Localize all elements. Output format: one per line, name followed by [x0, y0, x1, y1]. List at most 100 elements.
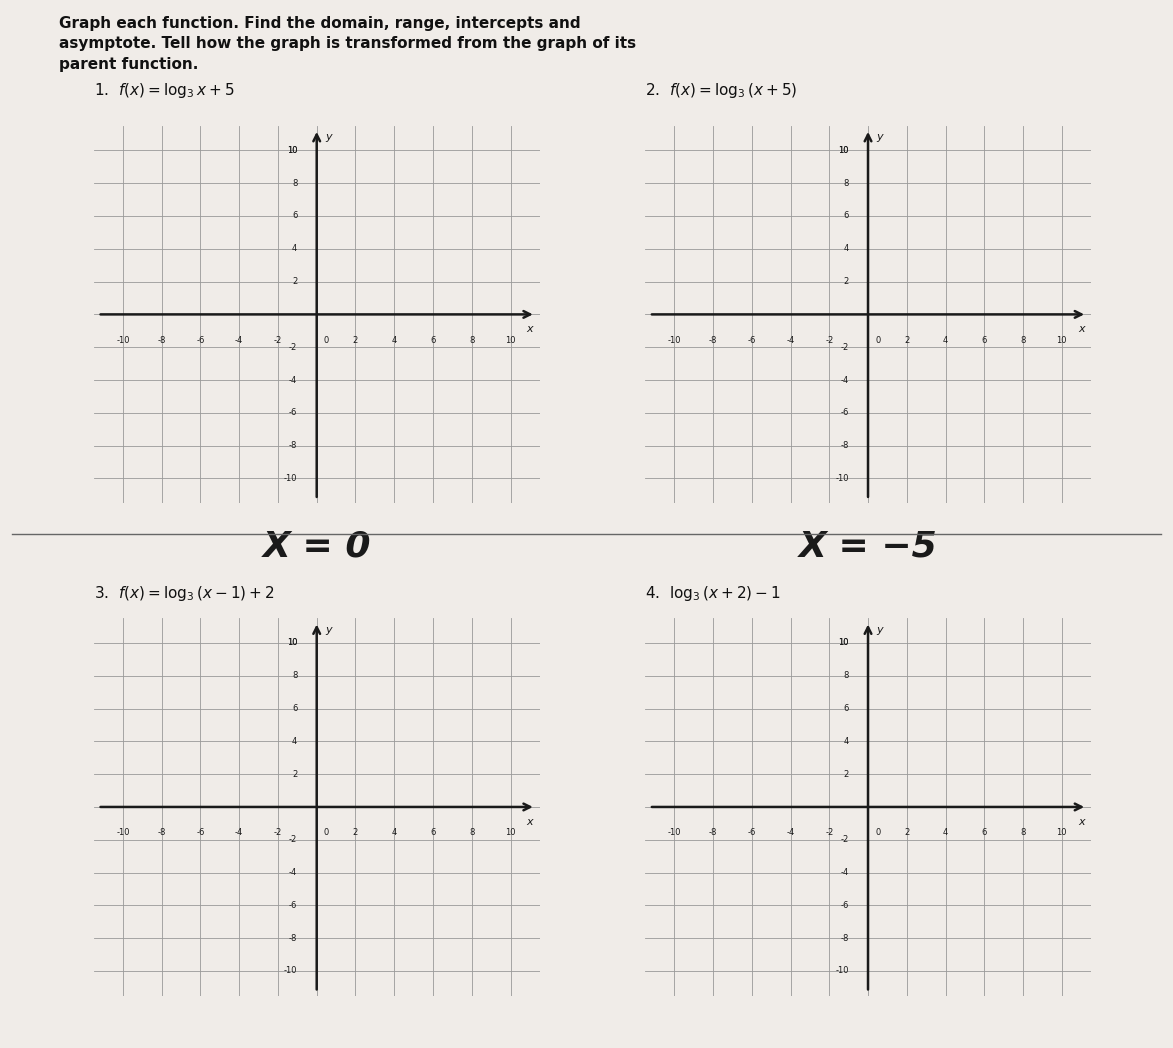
- Text: -2: -2: [825, 828, 833, 837]
- Text: 10: 10: [506, 335, 516, 345]
- Text: -10: -10: [284, 474, 297, 483]
- Text: 6: 6: [982, 335, 986, 345]
- Text: -2: -2: [825, 335, 833, 345]
- Text: -8: -8: [157, 828, 165, 837]
- Text: -10: -10: [667, 828, 682, 837]
- Text: 8: 8: [843, 178, 848, 188]
- Text: -8: -8: [708, 828, 717, 837]
- Text: 2: 2: [292, 769, 297, 779]
- Text: 0: 0: [875, 335, 880, 345]
- Text: 6: 6: [292, 704, 297, 713]
- Text: -2: -2: [289, 343, 297, 352]
- Text: -10: -10: [835, 966, 848, 976]
- Text: -6: -6: [747, 828, 755, 837]
- Text: -10: -10: [835, 474, 848, 483]
- Text: -6: -6: [196, 828, 204, 837]
- Text: -6: -6: [747, 335, 755, 345]
- Text: 2: 2: [353, 828, 358, 837]
- Text: -4: -4: [235, 828, 243, 837]
- Text: -8: -8: [708, 335, 717, 345]
- Text: 4: 4: [843, 737, 848, 746]
- Text: -8: -8: [157, 335, 165, 345]
- Text: 1.  $f(x) = \log_3 x + 5$: 1. $f(x) = \log_3 x + 5$: [94, 81, 235, 100]
- Text: -6: -6: [289, 409, 297, 417]
- Text: 10: 10: [287, 638, 297, 648]
- Text: 6: 6: [430, 335, 435, 345]
- Text: 4: 4: [943, 335, 948, 345]
- Text: -10: -10: [284, 966, 297, 976]
- Text: X = −5: X = −5: [799, 529, 937, 563]
- Text: x: x: [527, 816, 534, 827]
- Text: -4: -4: [786, 828, 794, 837]
- Text: 0: 0: [324, 828, 328, 837]
- Text: -4: -4: [840, 868, 848, 877]
- Text: 10: 10: [839, 146, 848, 155]
- Text: -10: -10: [667, 335, 682, 345]
- Text: x: x: [527, 324, 534, 334]
- Text: 2: 2: [843, 277, 848, 286]
- Text: 2: 2: [353, 335, 358, 345]
- Text: -8: -8: [840, 934, 848, 943]
- Text: 0: 0: [875, 828, 880, 837]
- Text: -4: -4: [786, 335, 794, 345]
- Text: 2: 2: [292, 277, 297, 286]
- Text: -4: -4: [289, 375, 297, 385]
- Text: 8: 8: [843, 671, 848, 680]
- Text: 10: 10: [839, 638, 848, 648]
- Text: -10: -10: [116, 335, 130, 345]
- Text: 8: 8: [469, 828, 474, 837]
- Text: 4: 4: [843, 244, 848, 254]
- Text: 4: 4: [943, 828, 948, 837]
- Text: -2: -2: [273, 828, 282, 837]
- Text: -4: -4: [840, 375, 848, 385]
- Text: y: y: [876, 132, 883, 143]
- Text: 8: 8: [292, 671, 297, 680]
- Text: 6: 6: [843, 704, 848, 713]
- Text: 10: 10: [287, 146, 297, 155]
- Text: 10: 10: [506, 828, 516, 837]
- Text: 8: 8: [1021, 828, 1025, 837]
- Text: 6: 6: [430, 828, 435, 837]
- Text: 10: 10: [839, 146, 848, 155]
- Text: -2: -2: [289, 835, 297, 845]
- Text: 4: 4: [392, 335, 396, 345]
- Text: -4: -4: [235, 335, 243, 345]
- Text: 4.  $\log_3 (x + 2) - 1$: 4. $\log_3 (x + 2) - 1$: [645, 584, 781, 603]
- Text: x: x: [1078, 816, 1085, 827]
- Text: 6: 6: [292, 212, 297, 220]
- Text: x: x: [1078, 324, 1085, 334]
- Text: X = 0: X = 0: [263, 529, 371, 563]
- Text: -10: -10: [116, 828, 130, 837]
- Text: -2: -2: [273, 335, 282, 345]
- Text: 10: 10: [1057, 828, 1067, 837]
- Text: -8: -8: [289, 934, 297, 943]
- Text: 2: 2: [904, 828, 909, 837]
- Text: 8: 8: [1021, 335, 1025, 345]
- Text: Graph each function. Find the domain, range, intercepts and
asymptote. Tell how : Graph each function. Find the domain, ra…: [59, 16, 636, 71]
- Text: 6: 6: [843, 212, 848, 220]
- Text: y: y: [325, 625, 332, 635]
- Text: 6: 6: [982, 828, 986, 837]
- Text: 3.  $f(x) = \log_3 (x - 1) + 2$: 3. $f(x) = \log_3 (x - 1) + 2$: [94, 584, 274, 603]
- Text: 4: 4: [292, 244, 297, 254]
- Text: -8: -8: [840, 441, 848, 451]
- Text: 2.  $f(x) = \log_3 (x + 5)$: 2. $f(x) = \log_3 (x + 5)$: [645, 81, 798, 100]
- Text: 4: 4: [392, 828, 396, 837]
- Text: -2: -2: [840, 835, 848, 845]
- Text: -8: -8: [289, 441, 297, 451]
- Text: 2: 2: [904, 335, 909, 345]
- Text: -4: -4: [289, 868, 297, 877]
- Text: -6: -6: [840, 409, 848, 417]
- Text: -6: -6: [840, 901, 848, 910]
- Text: 4: 4: [292, 737, 297, 746]
- Text: 0: 0: [324, 335, 328, 345]
- Text: 10: 10: [287, 638, 297, 648]
- Text: y: y: [876, 625, 883, 635]
- Text: y: y: [325, 132, 332, 143]
- Text: 10: 10: [287, 146, 297, 155]
- Text: 8: 8: [469, 335, 474, 345]
- Text: -6: -6: [289, 901, 297, 910]
- Text: 2: 2: [843, 769, 848, 779]
- Text: 8: 8: [292, 178, 297, 188]
- Text: -6: -6: [196, 335, 204, 345]
